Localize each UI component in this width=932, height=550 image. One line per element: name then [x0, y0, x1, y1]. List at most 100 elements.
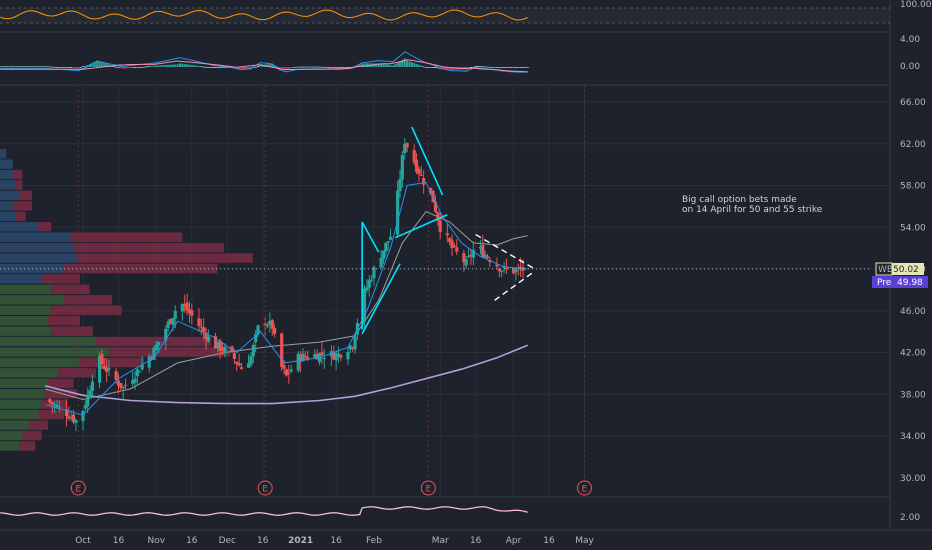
candle-body — [57, 406, 61, 408]
macd-histogram-bar — [145, 66, 148, 68]
macd-histogram-bar — [22, 66, 25, 68]
macd-histogram-bar — [235, 67, 238, 69]
macd-histogram-bar — [285, 67, 288, 70]
macd-histogram-bar — [11, 66, 14, 68]
time-tick-label: 16 — [470, 536, 482, 546]
volume-profile-bar-up — [0, 284, 52, 295]
candles — [48, 137, 525, 432]
macd-histogram-bar — [306, 66, 309, 68]
macd-histogram-bar — [505, 67, 508, 68]
macd-histogram-bar — [290, 67, 293, 69]
candle-body — [485, 256, 490, 258]
candle-body — [273, 327, 277, 334]
candle-body — [88, 390, 92, 398]
macd-histogram-bar — [491, 67, 494, 68]
macd-histogram-bar — [209, 67, 212, 68]
macd-line — [0, 51, 528, 73]
volume-profile-bar-up — [0, 242, 74, 253]
candle-body — [251, 344, 255, 357]
macd-histogram-bar — [162, 65, 165, 67]
macd-histogram-bar — [8, 66, 11, 68]
macd-histogram-bar — [510, 67, 513, 68]
candle-body — [417, 168, 421, 175]
candle-body — [438, 220, 442, 232]
macd-histogram-bar — [58, 67, 61, 68]
macd-histogram-bar — [415, 63, 418, 67]
earnings-marker-label: E — [75, 485, 81, 495]
macd-scale-label-top: 4.00 — [900, 35, 920, 45]
macd-histogram-bar — [155, 65, 158, 67]
macd-histogram-bar — [193, 65, 196, 67]
candle-body — [299, 354, 303, 362]
macd-histogram-bar — [337, 67, 340, 68]
macd-histogram-bar — [240, 67, 243, 71]
macd-histogram-bar — [254, 67, 257, 68]
candle-body — [353, 336, 357, 350]
volume-profile-bar-down — [70, 232, 183, 242]
candle-body — [171, 318, 175, 325]
candle-body — [381, 250, 386, 260]
volume-profile-bar-down — [12, 169, 23, 180]
macd-histogram-bar — [422, 66, 425, 68]
volume-profile-bar-down — [38, 222, 52, 232]
macd-histogram-bar — [126, 67, 129, 69]
time-tick-label: 16 — [186, 536, 198, 546]
macd-histogram-bar — [486, 66, 489, 68]
macd-histogram-bar — [82, 66, 84, 68]
macd-histogram-bar — [44, 66, 47, 68]
time-tick-label: 16 — [543, 536, 555, 546]
macd-histogram-bar — [79, 67, 82, 68]
candle-body — [433, 201, 438, 212]
macd-scale-label-zero: 0.00 — [900, 62, 920, 72]
macd-histogram-bar — [524, 67, 527, 68]
macd-histogram-bar — [318, 66, 321, 68]
macd-histogram-bar — [311, 66, 314, 68]
price-tick-label: 66.00 — [900, 98, 926, 108]
macd-histogram-bar — [84, 65, 87, 67]
candle-body — [265, 325, 270, 327]
macd-histogram-bar — [20, 66, 23, 68]
pre-market-value: 49.98 — [897, 278, 923, 288]
macd-histogram-bar — [396, 62, 399, 67]
macd-histogram-bar — [160, 65, 163, 67]
candle-body — [152, 347, 156, 361]
macd-histogram-bar — [119, 67, 122, 69]
volume-profile-bar-down — [38, 409, 64, 420]
time-tick-label: Feb — [366, 536, 382, 546]
candle-body — [64, 409, 69, 417]
candle-body — [301, 353, 305, 362]
trendline — [361, 221, 380, 253]
candle-body — [313, 354, 317, 358]
macd-histogram-bar — [332, 67, 335, 68]
macd-histogram-bar — [112, 66, 115, 67]
last-price-tag: WB — [878, 265, 893, 275]
candle-body — [339, 355, 343, 358]
candle-body — [157, 341, 161, 346]
candle-body — [254, 334, 258, 343]
volatility-line — [0, 506, 528, 516]
candle-body — [164, 328, 168, 341]
candle-body — [370, 279, 374, 281]
macd-histogram-bar — [294, 67, 297, 68]
macd-histogram-bar — [214, 67, 217, 68]
candle-body — [386, 241, 390, 243]
volume-profile-bar-down — [51, 326, 93, 336]
macd-histogram-bar — [136, 67, 139, 68]
candle-body — [53, 404, 57, 406]
volume-profile-bar-up — [0, 441, 20, 451]
macd-histogram-bar — [96, 60, 99, 67]
macd-histogram-bar — [152, 65, 155, 67]
candle-body — [133, 378, 137, 383]
macd-histogram-bar — [377, 63, 380, 67]
candle-body — [223, 346, 227, 353]
macd-histogram-bar — [477, 66, 480, 67]
triangle-line — [494, 270, 536, 301]
macd-histogram-bar — [330, 67, 333, 68]
trendline — [411, 126, 444, 196]
macd-histogram-bar — [27, 66, 30, 68]
macd-histogram-bar — [6, 66, 9, 68]
volume-profile-bar-up — [0, 409, 39, 420]
